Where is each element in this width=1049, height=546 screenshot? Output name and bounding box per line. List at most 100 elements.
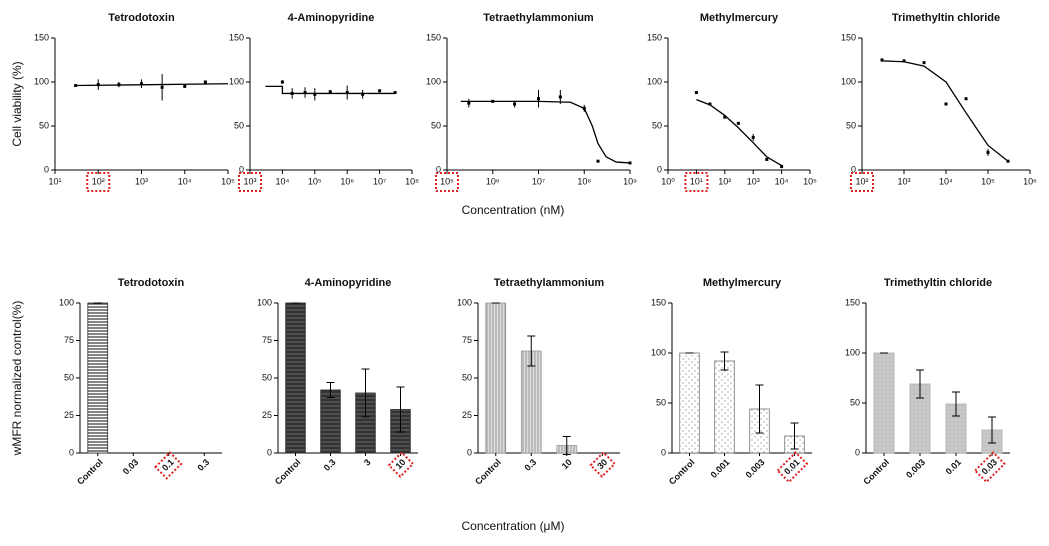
x-tick-label: 0.003 xyxy=(744,457,767,480)
y-tick-label: 150 xyxy=(841,32,856,42)
y-tick-label: 150 xyxy=(34,32,49,42)
y-tick-label: 25 xyxy=(462,410,472,420)
y-tick-label: 100 xyxy=(457,297,472,307)
y-tick-label: 50 xyxy=(846,120,856,130)
y-tick-label: 50 xyxy=(39,120,49,130)
y-tick-label: 100 xyxy=(651,347,666,357)
error-bar xyxy=(952,391,960,417)
chart-title: Tetraethylammonium xyxy=(483,12,594,24)
highlight-box xyxy=(973,451,1006,484)
y-tick-label: 100 xyxy=(229,76,244,86)
x-tick-label: Control xyxy=(473,457,503,487)
x-tick-label: 10¹ xyxy=(48,176,61,186)
y-tick-label: 100 xyxy=(257,297,272,307)
data-point xyxy=(203,80,207,84)
y-tick-label: 100 xyxy=(34,76,49,86)
y-tick-label: 25 xyxy=(262,410,272,420)
x-tick-label: 10⁴ xyxy=(178,176,192,186)
x-tick-group: 0.01 xyxy=(944,457,963,476)
y-axis-label: Cell viability (%) xyxy=(10,61,24,146)
y-tick-label: 0 xyxy=(69,447,74,457)
y-tick-label: 50 xyxy=(64,372,74,382)
bar xyxy=(679,352,700,454)
x-tick-label: 10⁶ xyxy=(340,176,354,186)
x-tick-label: Control xyxy=(861,457,891,487)
data-point xyxy=(736,121,740,125)
y-tick-label: 100 xyxy=(426,76,441,86)
x-tick-label: 10⁸ xyxy=(405,176,419,186)
y-tick-label: 50 xyxy=(850,397,860,407)
x-tick-label: 10² xyxy=(855,176,868,186)
data-point xyxy=(183,84,187,88)
x-tick-label: 10⁵ xyxy=(221,176,235,186)
error-bar xyxy=(396,386,405,433)
data-point xyxy=(628,161,632,165)
data-point xyxy=(922,61,926,65)
y-tick-label: 150 xyxy=(651,297,666,307)
bar xyxy=(485,302,507,454)
y-tick-label: 0 xyxy=(851,164,856,174)
highlight-box xyxy=(589,451,617,478)
data-point xyxy=(280,80,284,84)
y-tick-label: 150 xyxy=(647,32,662,42)
x-tick-label: 0.3 xyxy=(322,457,338,473)
x-tick-group: 0.003 xyxy=(744,457,767,480)
fit-curve xyxy=(75,83,229,87)
x-tick-label: 10⁵ xyxy=(981,176,995,186)
x-tick-label: 10⁶ xyxy=(1023,176,1037,186)
x-tick-label: 10³ xyxy=(243,176,256,186)
x-tick-label: 10⁴ xyxy=(939,176,953,186)
error-bar xyxy=(361,368,370,418)
chart-title: Trimethyltin chloride xyxy=(884,277,992,289)
data-point xyxy=(880,58,884,62)
x-tick-label: Control xyxy=(75,457,105,487)
x-tick-label: 10⁰ xyxy=(661,176,675,186)
data-point xyxy=(780,164,784,168)
y-tick-label: 0 xyxy=(855,447,860,457)
x-tick-label: 0.001 xyxy=(709,457,732,480)
data-point xyxy=(393,91,397,95)
data-point xyxy=(345,91,349,95)
y-tick-label: 0 xyxy=(44,164,49,174)
x-tick-label: 10² xyxy=(718,176,731,186)
error-bar xyxy=(916,369,924,399)
x-axis-label: Concentration (nM) xyxy=(462,203,565,217)
data-point xyxy=(74,84,78,88)
chart-title: Tetraethylammonium xyxy=(494,277,605,289)
y-tick-label: 25 xyxy=(64,410,74,420)
data-point xyxy=(902,59,906,63)
x-tick-label: 0.3 xyxy=(195,457,211,473)
data-point xyxy=(303,91,307,95)
x-tick-label: Control xyxy=(273,457,303,487)
x-tick-label: 0.1 xyxy=(160,457,176,473)
data-point xyxy=(140,82,143,86)
data-point xyxy=(361,92,365,96)
data-point xyxy=(558,95,562,99)
x-tick-label: 10 xyxy=(560,457,574,471)
x-tick-group: Control xyxy=(473,457,503,487)
data-point xyxy=(582,106,586,110)
x-tick-group: 0.3 xyxy=(195,457,211,473)
fit-curve xyxy=(460,100,631,164)
x-tick-label: 10¹ xyxy=(690,176,703,186)
chart-title: Methylmercury xyxy=(700,12,779,24)
x-tick-group: 0.003 xyxy=(904,457,927,480)
y-tick-label: 0 xyxy=(239,164,244,174)
x-tick-group: 0.1 xyxy=(154,451,183,480)
x-tick-label: 10⁴ xyxy=(775,176,789,186)
data-point xyxy=(694,91,698,95)
y-tick-label: 50 xyxy=(652,120,662,130)
y-axis-label: wMFR normalized control(%) xyxy=(10,301,24,457)
chart-title: Tetrodotoxin xyxy=(108,12,175,24)
data-point xyxy=(467,101,471,105)
error-bar xyxy=(326,382,335,398)
x-tick-group: 0.01 xyxy=(776,451,809,484)
x-tick-label: 0.03 xyxy=(980,457,999,476)
y-tick-label: 50 xyxy=(431,120,441,130)
x-axis-label: Concentration (μM) xyxy=(462,519,565,533)
data-point xyxy=(513,102,517,106)
x-tick-label: 10⁴ xyxy=(275,176,289,186)
x-tick-label: 0.03 xyxy=(121,457,140,476)
x-tick-group: 0.3 xyxy=(522,457,538,473)
